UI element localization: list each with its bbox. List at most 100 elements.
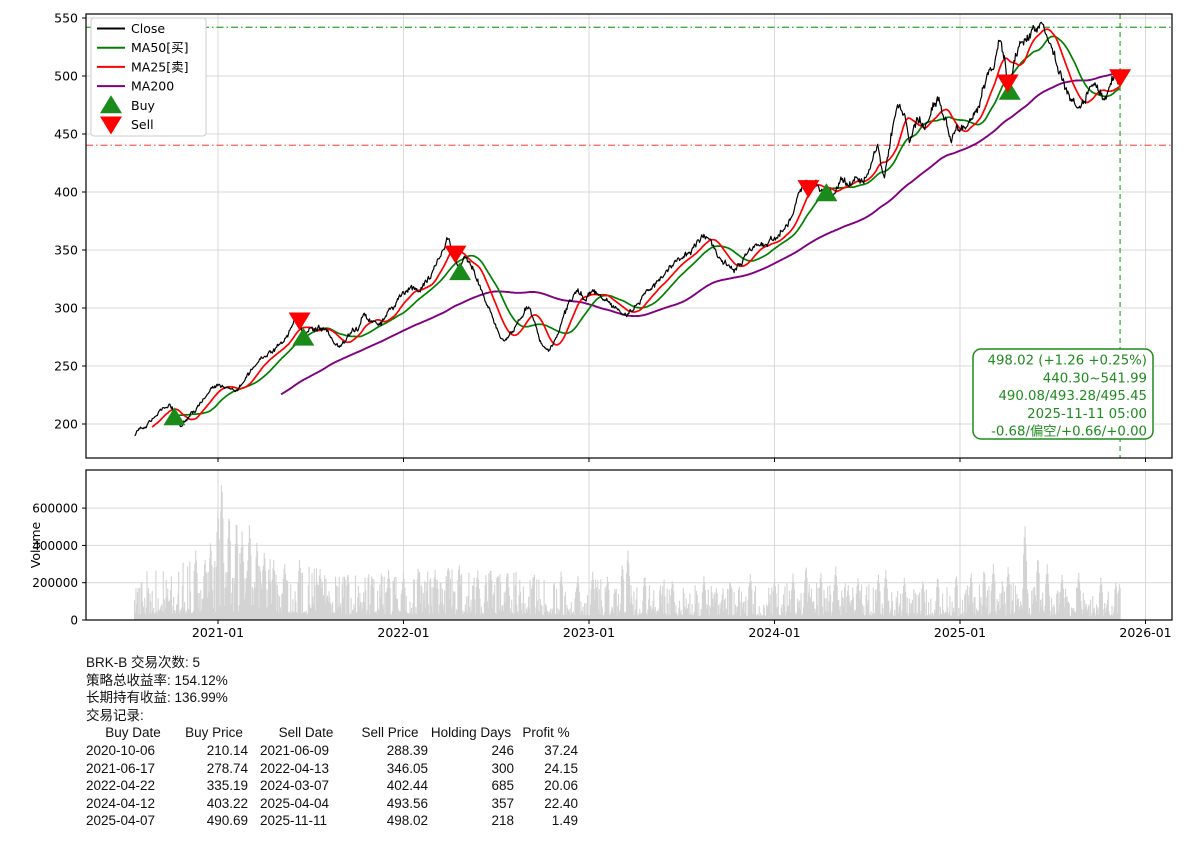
trade-cell: 288.39 — [386, 742, 428, 758]
trade-cell: 2022-04-22 — [86, 778, 156, 794]
sell-marker — [444, 245, 467, 264]
trade-cell: 2025-11-11 — [260, 813, 328, 829]
volume-tick-label: 600000 — [32, 502, 78, 516]
date-tick-label: 2024-01 — [748, 625, 800, 640]
trade-markers — [163, 69, 1132, 426]
trade-cell: 2025-04-07 — [86, 813, 156, 829]
trade-cell: 403.22 — [206, 795, 248, 811]
strategy-return-line: 策略总收益率: 154.12% — [86, 672, 228, 688]
legend-label: MA25[卖] — [131, 59, 189, 74]
quote-info-line: -0.68/偏空/+0.66/+0.00 — [991, 424, 1147, 440]
trade-cell: 2025-04-04 — [260, 795, 330, 811]
trade-cell: 498.02 — [386, 813, 428, 829]
trade-row: 2025-04-07 490.69 2025-11-11 498.02 218 1.49 — [86, 812, 786, 830]
legend: Close MA50[买] MA25[卖] MA200 Buy Sell — [90, 17, 207, 137]
hold-return-line: 长期持有收益: 136.99% — [86, 690, 228, 706]
buy-marker — [292, 327, 315, 346]
trade-table: Buy Date Buy Price Sell Date Sell Price Hold… — [86, 724, 786, 830]
legend-label: Buy — [131, 98, 155, 113]
legend-label: MA200 — [131, 79, 174, 94]
trade-record-title: 交易记录: — [86, 707, 144, 723]
volume-tick-label: 200000 — [32, 576, 78, 590]
strategy-report: BRK-B 交易次数: 5 策略总收益率: 154.12% 长期持有收益: 13… — [86, 654, 786, 830]
trade-col-header: Buy Date — [105, 725, 161, 741]
trade-col-header: Buy Price — [185, 725, 243, 741]
price-tick-label: 200 — [54, 417, 78, 432]
trade-cell: 2020-10-06 — [86, 742, 156, 758]
trade-cell: 402.44 — [386, 778, 428, 794]
price-tick-label: 550 — [54, 11, 78, 26]
trade-cell: 346.05 — [386, 760, 428, 776]
trade-cell: 210.14 — [206, 742, 248, 758]
sell-marker — [996, 74, 1019, 93]
buy-marker — [163, 407, 186, 426]
legend-label: MA50[买] — [131, 40, 189, 55]
trade-cell: 2022-04-13 — [260, 760, 330, 776]
trade-cell: 2021-06-09 — [260, 742, 330, 758]
trade-cell: 2021-06-17 — [86, 760, 156, 776]
trade-row: 2024-04-12 403.22 2025-04-04 493.56 357 22.40 — [86, 795, 786, 813]
trade-cell: 300 — [491, 760, 514, 776]
quote-info-line: 440.30~541.99 — [1043, 371, 1147, 386]
quote-info-frame — [972, 348, 1154, 440]
trade-cell: 278.74 — [206, 760, 248, 776]
legend-label: Close — [131, 21, 165, 36]
trade-count-line: BRK-B 交易次数: 5 — [86, 655, 201, 670]
trade-row: 2021-06-17 278.74 2022-04-13 346.05 300 24.15 — [86, 760, 786, 778]
date-tick-label: 2022-01 — [377, 625, 429, 640]
price-tick-label: 450 — [54, 127, 78, 142]
trade-cell: 37.24 — [544, 742, 578, 758]
volume-tick-label: 0 — [70, 614, 78, 628]
price-tick-label: 350 — [54, 243, 78, 258]
trade-cell: 24.15 — [544, 760, 578, 776]
trade-cell: 357 — [491, 795, 514, 811]
volume-axis-label: Volume — [28, 521, 43, 568]
ma25-line — [151, 28, 1121, 428]
gridlines — [86, 14, 1172, 620]
sell-marker — [1109, 69, 1132, 88]
date-tick-label: 2023-01 — [563, 625, 615, 640]
trade-table-header: Buy Date Buy Price Sell Date Sell Price Hold… — [86, 724, 786, 742]
legend-label: Sell — [131, 117, 154, 132]
trade-cell: 20.06 — [544, 778, 578, 794]
quote-info-line: 490.08/493.28/495.45 — [998, 389, 1147, 404]
trade-col-header: Sell Price — [361, 725, 419, 741]
price-panel-frame — [85, 13, 1173, 459]
sell-marker — [288, 312, 311, 331]
trade-cell: 22.40 — [544, 795, 578, 811]
trade-col-header: Profit % — [522, 725, 570, 741]
price-volume-chart: 550 500 450 400 350 300 250 200 600000 400000 2000… — [28, 11, 1173, 640]
quote-info-line: 498.02 (+1.26 +0.25%) — [988, 354, 1148, 369]
trade-col-header: Sell Date — [278, 725, 334, 741]
buy-marker — [815, 183, 838, 202]
legend-sell-marker-icon — [100, 116, 122, 135]
quote-info-line: 2025-11-11 05:00 — [1027, 407, 1147, 422]
trade-cell: 490.69 — [206, 813, 248, 829]
ma200-line — [280, 70, 1121, 396]
trade-cell: 493.56 — [386, 795, 428, 811]
price-tick-label: 250 — [54, 359, 78, 374]
trade-row: 2020-10-06 210.14 2021-06-09 288.39 246 37.24 — [86, 742, 786, 760]
date-tick-label: 2026-01 — [1119, 625, 1171, 640]
trade-cell: 1.49 — [551, 813, 578, 829]
trade-cell: 2024-03-07 — [260, 778, 330, 794]
trade-cell: 335.19 — [206, 778, 248, 794]
date-tick-label: 2021-01 — [192, 625, 244, 640]
date-tick-label: 2025-01 — [934, 625, 986, 640]
buy-marker — [449, 262, 472, 281]
volume-tick-label: 400000 — [32, 539, 78, 553]
trade-cell: 685 — [491, 778, 514, 794]
buy-marker — [998, 81, 1021, 100]
axis-ticks — [82, 17, 1146, 624]
trade-col-header: Holding Days — [430, 725, 512, 741]
legend-buy-marker-icon — [100, 95, 122, 114]
sell-marker — [797, 180, 820, 199]
trade-cell: 246 — [491, 742, 514, 758]
trade-row: 2022-04-22 335.19 2024-03-07 402.44 685 20.06 — [86, 777, 786, 795]
trade-cell: 218 — [491, 813, 514, 829]
price-tick-label: 500 — [54, 69, 78, 84]
price-tick-label: 400 — [54, 185, 78, 200]
volume-bars — [133, 485, 1121, 620]
quote-info-box: 498.02 (+1.26 +0.25%) 440.30~541.99 490.08… — [972, 348, 1154, 440]
